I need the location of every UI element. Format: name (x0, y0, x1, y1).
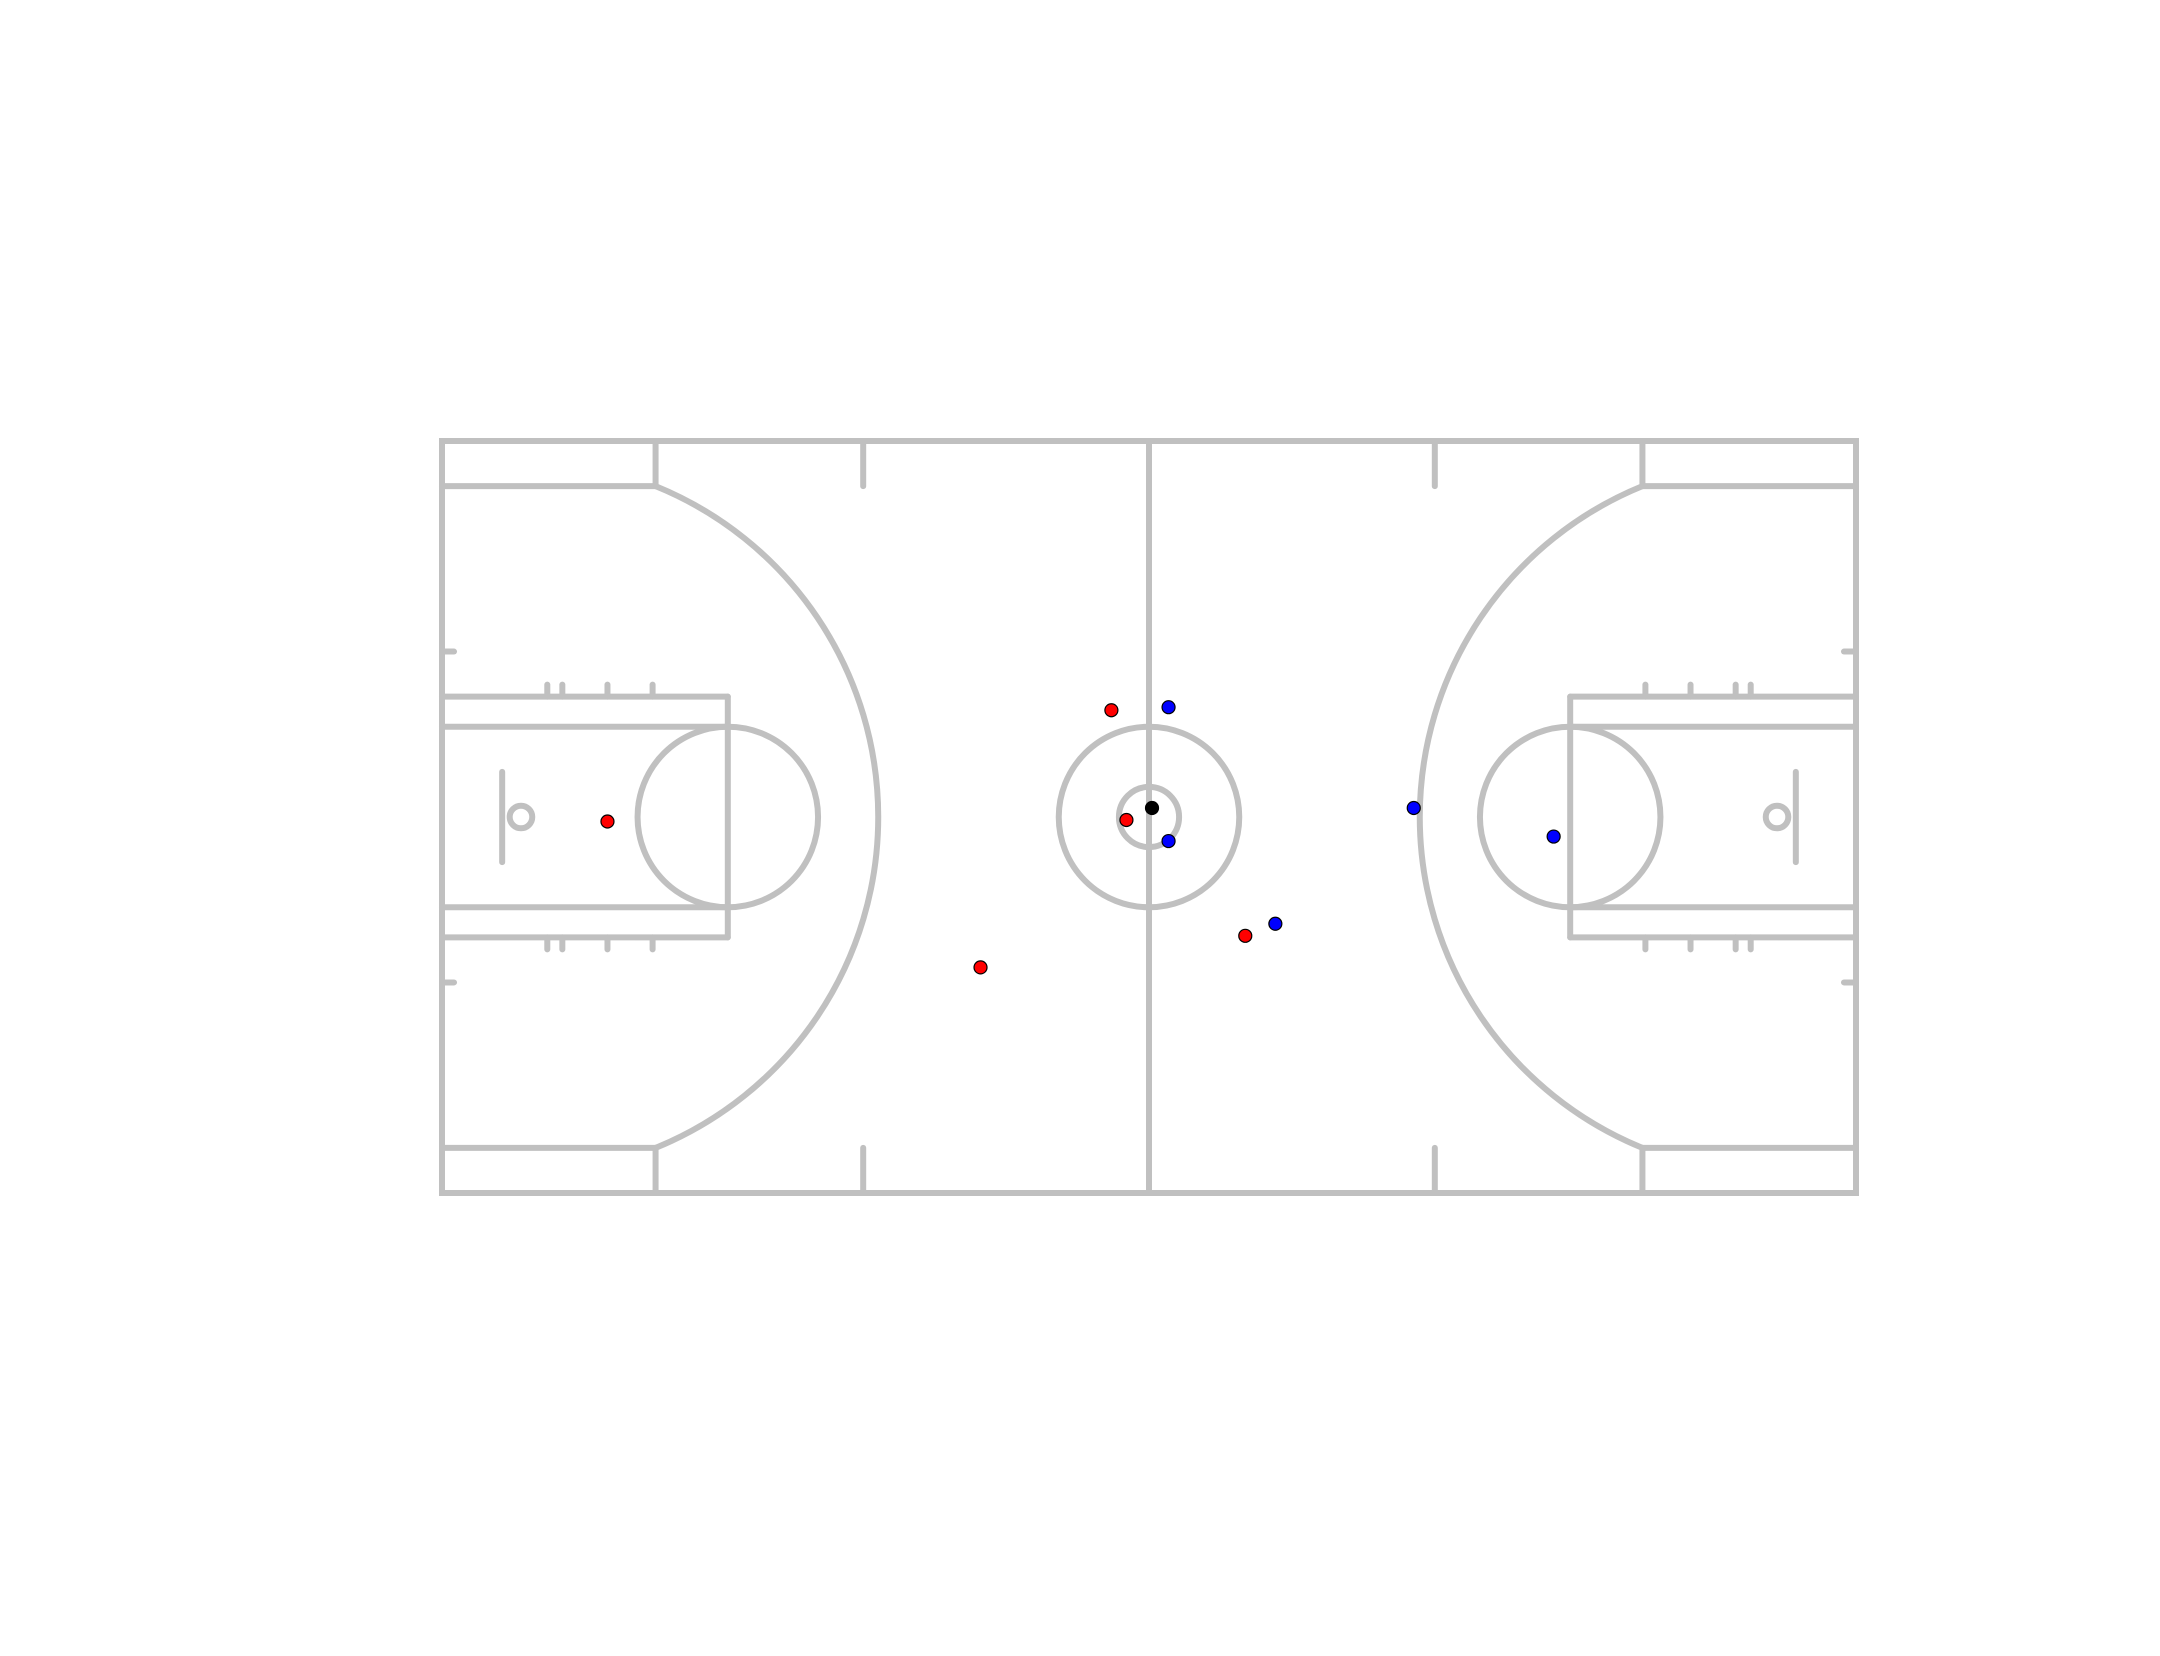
court-lines (439, 438, 1859, 1196)
blue-player-point (1268, 916, 1283, 931)
player-points (600, 700, 1561, 975)
blue-player-point (1546, 829, 1561, 844)
red-player-point (1104, 703, 1119, 718)
red-player-point (1119, 812, 1134, 828)
blue-player-point (1161, 700, 1176, 715)
blue-player-point (1406, 800, 1421, 816)
three-point-arc (1416, 483, 1646, 1151)
center-inner-circle (1115, 783, 1183, 851)
free-throw-circle (634, 723, 822, 911)
blue-player-point (1161, 833, 1176, 849)
center-circle (1055, 723, 1243, 911)
basket-rim (506, 802, 536, 832)
ball-point (1144, 800, 1160, 816)
red-player-point (973, 960, 988, 975)
red-player-point (600, 814, 615, 829)
basket-rim (1762, 802, 1792, 832)
three-point-arc (652, 483, 882, 1151)
free-throw-circle (1476, 723, 1664, 911)
red-player-point (1238, 928, 1253, 943)
